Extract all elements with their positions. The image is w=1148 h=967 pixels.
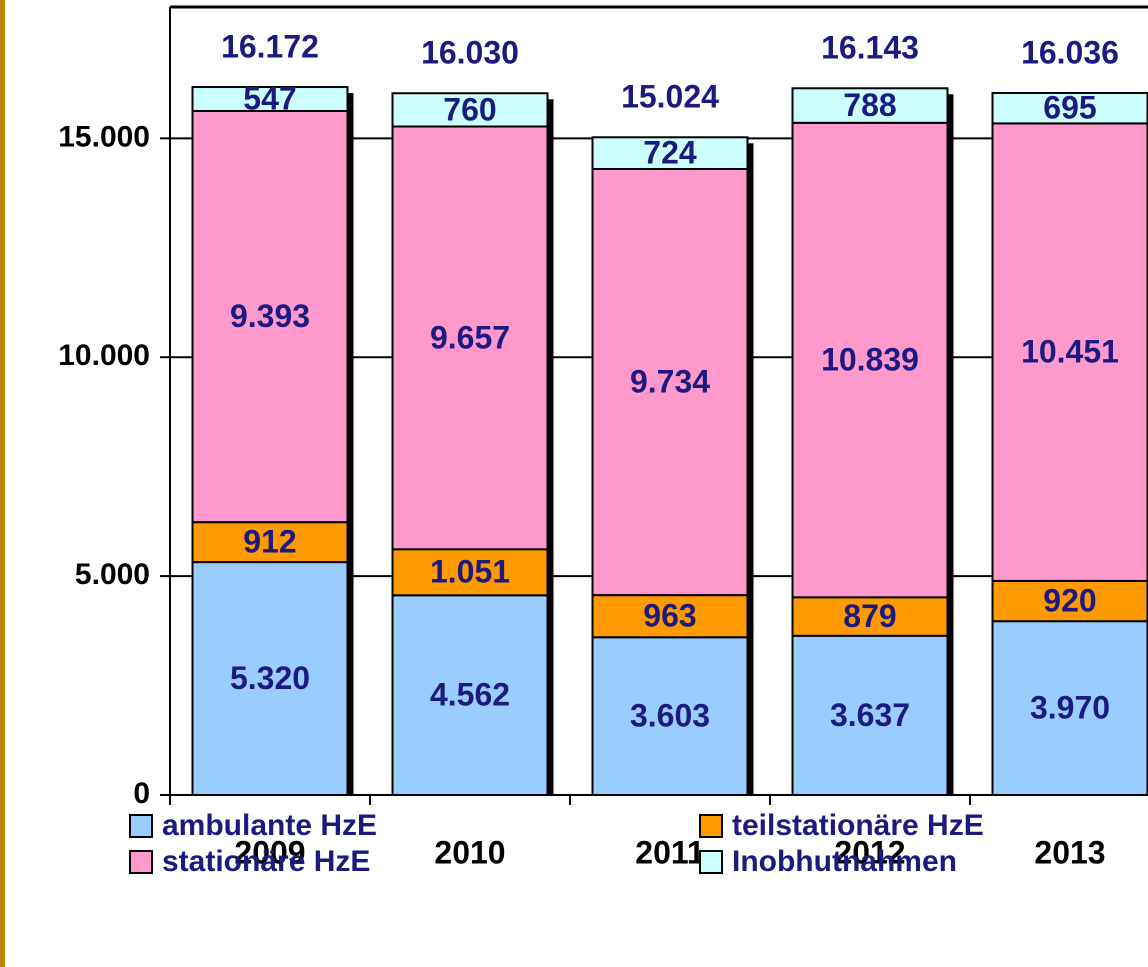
x-tick-label: 2011 [635,834,704,870]
x-tick-label: 2012 [834,834,905,870]
segment-label: 3.637 [830,697,910,733]
y-tick-label: 10.000 [58,339,150,372]
segment-label: 10.451 [1021,334,1119,370]
segment-label: 3.603 [630,698,710,734]
bar-segment [191,86,349,112]
bar-segment [591,594,749,639]
total-label: 16.172 [221,28,319,64]
legend-swatch [129,850,153,874]
legend-label: stationäre HzE [162,845,370,878]
segment-label: 3.970 [1030,690,1110,726]
bar-segment [591,136,749,170]
total-label: 16.030 [421,35,519,71]
segment-label: 9.734 [630,363,710,399]
total-label: 16.036 [1021,34,1119,70]
bar-segment [791,121,949,599]
legend-swatch [699,850,723,874]
legend-swatch [699,814,723,838]
segment-label: 9.393 [230,298,310,334]
bars: 5.320 912 9.393 547 16.172 4.562 1.051 9.657 760… [191,28,1148,797]
bar-segment [391,548,549,597]
y-tick-label: 15.000 [58,120,150,153]
total-label: 16.143 [821,30,919,66]
y-tick-label: 5.000 [75,558,150,591]
legend-swatch [129,814,153,838]
bar-segment [991,122,1148,582]
segment-label: 963 [643,598,696,634]
segment-label: 5.320 [230,660,310,696]
legend-label: ambulante HzE [162,809,377,842]
segment-label: 920 [1043,583,1096,619]
bar-segment [991,620,1148,796]
bar-segment [391,125,549,551]
x-tick-label: 2009 [234,834,305,870]
page-border [0,0,5,967]
segment-label: 788 [843,87,896,123]
legend-label: teilstationäre HzE [732,809,984,842]
bar-segment [391,92,549,128]
bar-segment [191,109,349,524]
segment-label: 724 [643,135,697,171]
segment-label: 760 [443,91,496,127]
segment-label: 9.657 [430,319,510,355]
segment-label: 1.051 [430,554,510,590]
bar-segment [791,87,949,124]
x-tick-label: 2013 [1034,834,1105,870]
axes: 0 5.000 10.000 15.000 2009 2010 2011 2012 2013 [58,5,1148,870]
x-tick-label: 2010 [434,834,505,870]
segment-label: 547 [243,80,296,116]
segment-label: 695 [1043,90,1096,126]
bar-segment [791,634,949,796]
total-label: 15.024 [621,79,719,115]
segment-label: 879 [843,598,896,634]
bar-segment [991,91,1148,125]
segment-label: 4.562 [430,677,510,713]
legend-label: Inobhutnahmen [732,845,957,878]
bar-segment [191,521,349,564]
segment-label: 912 [243,524,296,560]
y-tick-label: 0 [133,777,150,810]
bar-segment [791,596,949,637]
segment-label: 10.839 [821,341,919,377]
bar-segment [591,167,749,597]
